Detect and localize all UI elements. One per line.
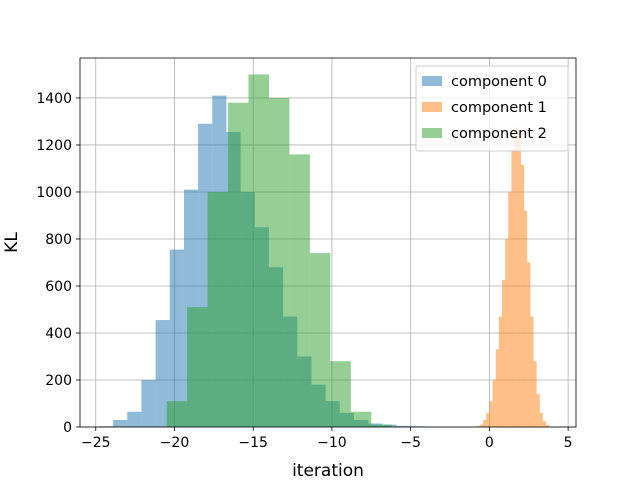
histogram-bar <box>309 253 331 427</box>
histogram-bar <box>268 97 290 427</box>
plot-frame <box>79 57 577 428</box>
histogram-bar <box>479 424 484 427</box>
y-tick-label: 1000 <box>36 185 72 201</box>
histogram-bar <box>498 316 502 427</box>
histogram-bar <box>371 424 392 427</box>
histogram-bar <box>511 149 515 427</box>
y-tick-label: 1200 <box>36 138 72 154</box>
histogram-bar <box>530 316 534 427</box>
histogram-bar <box>228 102 249 427</box>
histogram-bar <box>207 191 229 427</box>
legend-label: component 1 <box>451 100 547 116</box>
x-tick-label: −25 <box>81 435 111 451</box>
y-tick-label: 800 <box>45 232 72 248</box>
legend-box <box>415 65 569 152</box>
y-tick-label: 600 <box>45 279 72 295</box>
histogram-bar <box>396 425 411 427</box>
histogram-bar <box>113 419 128 427</box>
legend: component 0 component 1 component 2 <box>415 65 569 152</box>
histogram-bar <box>505 238 509 427</box>
histogram-bar <box>520 164 525 427</box>
legend-label: component 2 <box>451 126 547 142</box>
histogram-bar <box>187 307 208 427</box>
histogram-bar <box>546 425 550 427</box>
y-tick-label: 0 <box>63 420 72 436</box>
x-tick-label: −15 <box>238 435 268 451</box>
histogram-bar <box>508 191 512 427</box>
histogram-bar <box>495 349 499 427</box>
axis-ticks: −25 −20 −15 −10 −5 0 5 0 200 400 600 800 1000 1200 140… <box>36 91 572 451</box>
histogram-bar <box>539 412 543 427</box>
histogram-bar <box>501 280 506 427</box>
histogram-bar <box>483 419 487 427</box>
histogram-bar <box>486 412 490 427</box>
y-tick-label: 1400 <box>36 91 72 107</box>
x-tick-label: 5 <box>564 435 573 451</box>
series-1-bars <box>473 127 550 427</box>
histogram-bar <box>527 262 531 427</box>
legend-label: component 0 <box>451 74 547 90</box>
histogram-bar <box>155 320 170 427</box>
x-tick-label: −10 <box>317 435 347 451</box>
x-tick-label: −20 <box>160 435 190 451</box>
x-axis-label: iteration <box>292 461 364 480</box>
histogram-bar <box>524 210 528 427</box>
histogram-bar <box>169 249 184 427</box>
histogram-bar <box>489 401 493 427</box>
histogram-bar <box>289 154 310 428</box>
histogram-bar <box>350 411 372 427</box>
legend-swatch <box>422 102 442 112</box>
legend-swatch <box>422 128 442 138</box>
histogram-bar <box>141 379 156 427</box>
x-tick-label: 0 <box>485 435 494 451</box>
histogram-bar <box>492 379 496 427</box>
y-tick-label: 400 <box>45 326 72 342</box>
histogram-bar <box>533 361 537 427</box>
histogram-bar <box>166 401 188 427</box>
histogram-bar <box>536 394 540 427</box>
legend-swatch <box>422 76 442 86</box>
histogram-bar <box>476 425 480 427</box>
histogram-bars <box>98 74 550 428</box>
histogram-bar <box>514 127 518 427</box>
histogram-bar <box>542 421 547 427</box>
histogram-bar <box>127 411 142 427</box>
histogram-bar <box>330 361 351 427</box>
histogram-bar <box>248 74 269 427</box>
series-2-bars <box>166 74 392 428</box>
y-tick-label: 200 <box>45 373 72 389</box>
x-tick-label: −5 <box>400 435 421 451</box>
histogram-bar <box>517 132 521 427</box>
y-axis-label: KL <box>2 232 22 253</box>
